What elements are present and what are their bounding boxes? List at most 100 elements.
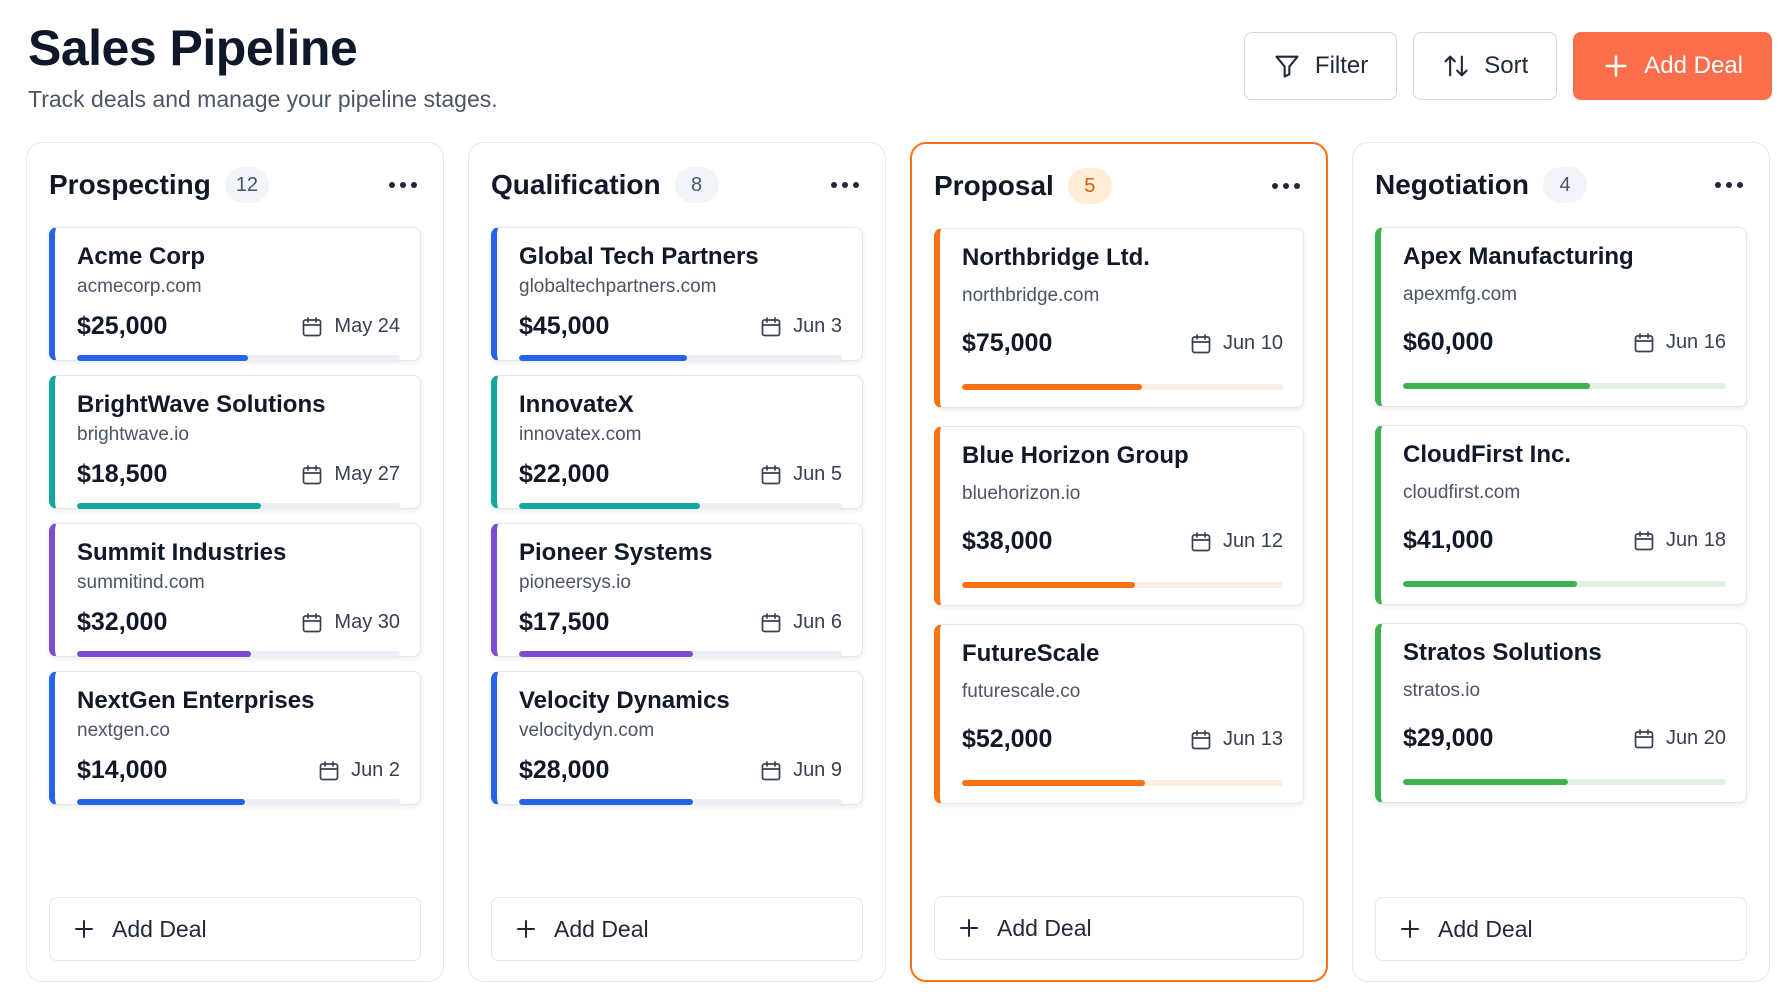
- deal-progress-track: [962, 582, 1283, 588]
- deal-amount: $18,500: [77, 460, 168, 488]
- column-title: Prospecting: [49, 169, 211, 200]
- calendar-icon: [1191, 729, 1211, 749]
- deal-card[interactable]: Stratos Solutions stratos.io $29,000 Jun 20: [1375, 623, 1747, 803]
- calendar-icon: [761, 316, 781, 336]
- deal-name: NextGen Enterprises: [77, 687, 315, 714]
- deal-meta-row: $52,000 Jun 13: [962, 725, 1283, 754]
- deal-card[interactable]: BrightWave Solutions brightwave.io $18,500…: [49, 375, 421, 509]
- column-add-deal-button[interactable]: Add Deal: [491, 897, 863, 961]
- deal-date-text: Jun 12: [1222, 530, 1283, 552]
- deal-progress-fill: [519, 799, 694, 805]
- deal-card[interactable]: FutureScale futurescale.co $52,000 Jun 13: [934, 624, 1304, 804]
- deal-progress-track: [519, 799, 842, 805]
- deal-progress-fill: [519, 355, 687, 361]
- deal-progress-track: [962, 384, 1283, 390]
- column-count-badge: 8: [674, 167, 719, 203]
- deal-name: BrightWave Solutions: [77, 391, 326, 418]
- deal-card[interactable]: Northbridge Ltd. northbridge.com $75,000 Ju…: [934, 228, 1304, 408]
- deal-card[interactable]: Pioneer Systems pioneersys.io $17,500 Jun 6: [491, 523, 863, 657]
- deal-amount: $29,000: [1403, 724, 1494, 752]
- deal-card[interactable]: Acme Corp acmecorp.com $25,000 May 24: [49, 227, 421, 361]
- deal-progress-fill: [519, 651, 694, 657]
- deal-date-text: Jun 20: [1665, 727, 1726, 749]
- column-add-deal-button[interactable]: Add Deal: [49, 897, 421, 961]
- more-options-icon[interactable]: [1268, 173, 1304, 199]
- deal-domain: bluehorizon.io: [962, 483, 1081, 504]
- deal-progress-fill: [1403, 383, 1591, 389]
- deal-amount: $45,000: [519, 312, 610, 340]
- add-deal-button[interactable]: Add Deal: [1573, 32, 1772, 100]
- deal-name: Apex Manufacturing: [1403, 243, 1634, 270]
- deal-date: Jun 16: [1632, 331, 1726, 355]
- column-title: Proposal: [934, 170, 1054, 201]
- pipeline-board: Prospecting 12 Acme Corp acmecorp.com $25,00…: [26, 142, 1770, 982]
- deal-card[interactable]: Velocity Dynamics velocitydyn.com $28,000 J…: [491, 671, 863, 805]
- deal-progress-fill: [962, 780, 1145, 786]
- column-add-deal-label: Add Deal: [1438, 915, 1533, 942]
- deal-amount: $32,000: [77, 608, 168, 636]
- column-header: Prospecting 12: [49, 143, 421, 227]
- calendar-icon: [319, 760, 339, 780]
- calendar-icon: [1191, 531, 1211, 551]
- deal-date-text: Jun 13: [1222, 728, 1283, 750]
- filter-button[interactable]: Filter: [1243, 32, 1398, 100]
- calendar-icon: [303, 316, 322, 336]
- deal-date-text: Jun 16: [1665, 331, 1726, 353]
- column-add-deal-button[interactable]: Add Deal: [1375, 897, 1747, 961]
- deal-progress-fill: [962, 582, 1136, 588]
- column-proposal: Proposal 5 Northbridge Ltd. northbridge.com…: [910, 142, 1328, 982]
- deal-progress-track: [77, 355, 400, 361]
- deal-date: Jun 3: [759, 315, 842, 339]
- deal-card[interactable]: NextGen Enterprises nextgen.co $14,000 Jun …: [49, 671, 421, 805]
- deal-name: Northbridge Ltd.: [962, 244, 1150, 271]
- sort-button[interactable]: Sort: [1413, 32, 1558, 100]
- deal-progress-track: [77, 503, 400, 509]
- more-options-icon[interactable]: [827, 172, 863, 198]
- deal-progress-track: [77, 799, 400, 805]
- deal-progress-fill: [1403, 581, 1578, 587]
- deal-date-text: Jun 9: [793, 759, 842, 781]
- deal-domain: nextgen.co: [77, 720, 170, 741]
- column-count-badge: 12: [224, 167, 270, 203]
- deal-domain: brightwave.io: [77, 424, 189, 445]
- deal-progress-fill: [77, 651, 252, 657]
- deal-card[interactable]: InnovateX innovatex.com $22,000 Jun 5: [491, 375, 863, 509]
- deal-domain: acmecorp.com: [77, 276, 202, 297]
- deal-card[interactable]: Apex Manufacturing apexmfg.com $60,000 Jun …: [1375, 227, 1747, 407]
- deal-card[interactable]: Blue Horizon Group bluehorizon.io $38,000 J…: [934, 426, 1304, 606]
- more-options-icon[interactable]: [1711, 172, 1747, 198]
- deal-domain: velocitydyn.com: [519, 720, 655, 741]
- deal-card[interactable]: Global Tech Partners globaltechpartners.c…: [491, 227, 863, 361]
- column-count-badge: 4: [1543, 167, 1587, 203]
- deal-progress-fill: [77, 503, 262, 509]
- deal-name: Blue Horizon Group: [962, 442, 1189, 469]
- column-add-deal-button[interactable]: Add Deal: [934, 896, 1304, 960]
- deal-amount: $25,000: [77, 312, 168, 340]
- deal-date-text: Jun 2: [351, 759, 400, 781]
- deal-name: Velocity Dynamics: [519, 687, 730, 714]
- deal-date-text: Jun 6: [793, 611, 842, 633]
- deal-name: Acme Corp: [77, 243, 206, 270]
- plus-icon: [1605, 55, 1627, 77]
- deal-meta-row: $17,500 Jun 6: [519, 608, 842, 637]
- deal-name: Summit Industries: [77, 539, 287, 566]
- deal-domain: apexmfg.com: [1403, 284, 1518, 305]
- deal-card[interactable]: Summit Industries summitind.com $32,000 May…: [49, 523, 421, 657]
- deal-domain: cloudfirst.com: [1403, 482, 1521, 503]
- column-title: Qualification: [491, 169, 661, 200]
- deal-date: Jun 9: [759, 759, 842, 783]
- column-add-deal-label: Add Deal: [112, 915, 207, 942]
- column-add-deal-label: Add Deal: [554, 915, 649, 942]
- deal-card[interactable]: CloudFirst Inc. cloudfirst.com $41,000 Jun …: [1375, 425, 1747, 605]
- card-list: Acme Corp acmecorp.com $25,000 May 24 Bright…: [49, 227, 421, 805]
- calendar-icon: [761, 760, 781, 780]
- deal-amount: $28,000: [519, 756, 610, 784]
- deal-progress-track: [1403, 383, 1726, 389]
- deal-date: Jun 13: [1189, 728, 1283, 752]
- deal-progress-track: [519, 651, 842, 657]
- deal-date: Jun 2: [317, 759, 400, 783]
- deal-name: InnovateX: [519, 391, 634, 418]
- deal-meta-row: $60,000 Jun 16: [1403, 328, 1726, 357]
- deal-date-text: Jun 5: [793, 463, 842, 485]
- more-options-icon[interactable]: [385, 172, 421, 198]
